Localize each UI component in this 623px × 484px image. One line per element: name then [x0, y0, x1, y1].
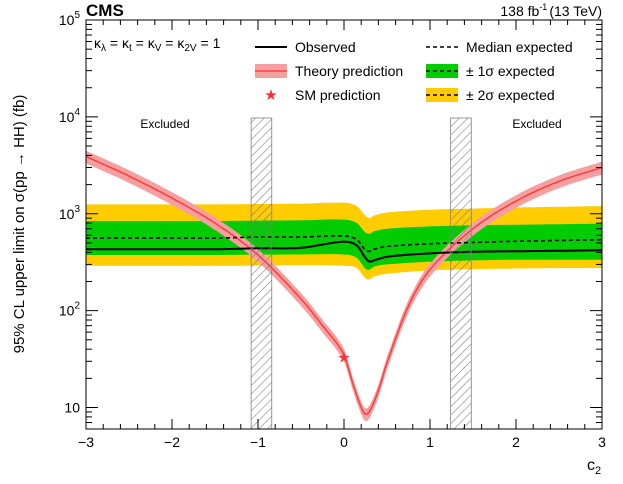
- y-axis-title: 95% CL upper limit on σ(pp → HH) (fb): [11, 95, 28, 354]
- median-expected-line: [86, 235, 602, 253]
- x-tick-label: 3: [598, 434, 606, 450]
- legend-theory-label: Theory prediction: [295, 63, 403, 79]
- legend-sm-label: SM prediction: [295, 87, 381, 103]
- x-tick-label: −2: [164, 434, 180, 450]
- observed-line: [86, 240, 602, 263]
- luminosity-label: 138 fb-1 (13 TeV): [500, 2, 602, 19]
- legend: Observed Median expected Theory predicti…: [255, 39, 573, 104]
- x-tick-label: 0: [340, 434, 348, 450]
- experiment-label: CMS: [86, 1, 124, 20]
- theory-line: [86, 155, 602, 416]
- legend-band2-label: ± 2σ expected: [466, 87, 555, 103]
- luminosity-exponent: -1: [539, 2, 547, 12]
- x-tick-label: 1: [426, 434, 434, 450]
- excluded-region-2: [450, 117, 472, 429]
- excluded-label-left: Excluded: [140, 117, 189, 131]
- excluded-label-right: Excluded: [512, 117, 561, 131]
- x-tick-label: −1: [250, 434, 266, 450]
- couplings-label: κλ = κt = κV = κ2V = 1: [94, 35, 221, 54]
- x-axis-title: c2: [587, 457, 601, 477]
- theory-band: [86, 150, 602, 422]
- y-tick-label: 103: [59, 204, 81, 222]
- legend-observed-label: Observed: [295, 39, 356, 55]
- y-tick-label: 105: [59, 10, 81, 28]
- y-tick-label: 102: [59, 301, 81, 319]
- legend-sm-star: ★: [264, 87, 277, 104]
- y-tick-label: 104: [59, 107, 81, 125]
- y-tick-label: 10: [64, 400, 80, 416]
- excluded-region-1: [250, 117, 273, 429]
- x-tick-label: −3: [78, 434, 94, 450]
- legend-median-label: Median expected: [466, 39, 573, 55]
- legend-band1-label: ± 1σ expected: [466, 63, 555, 79]
- x-tick-label: 2: [512, 434, 520, 450]
- sm-prediction-star: ★: [337, 349, 350, 366]
